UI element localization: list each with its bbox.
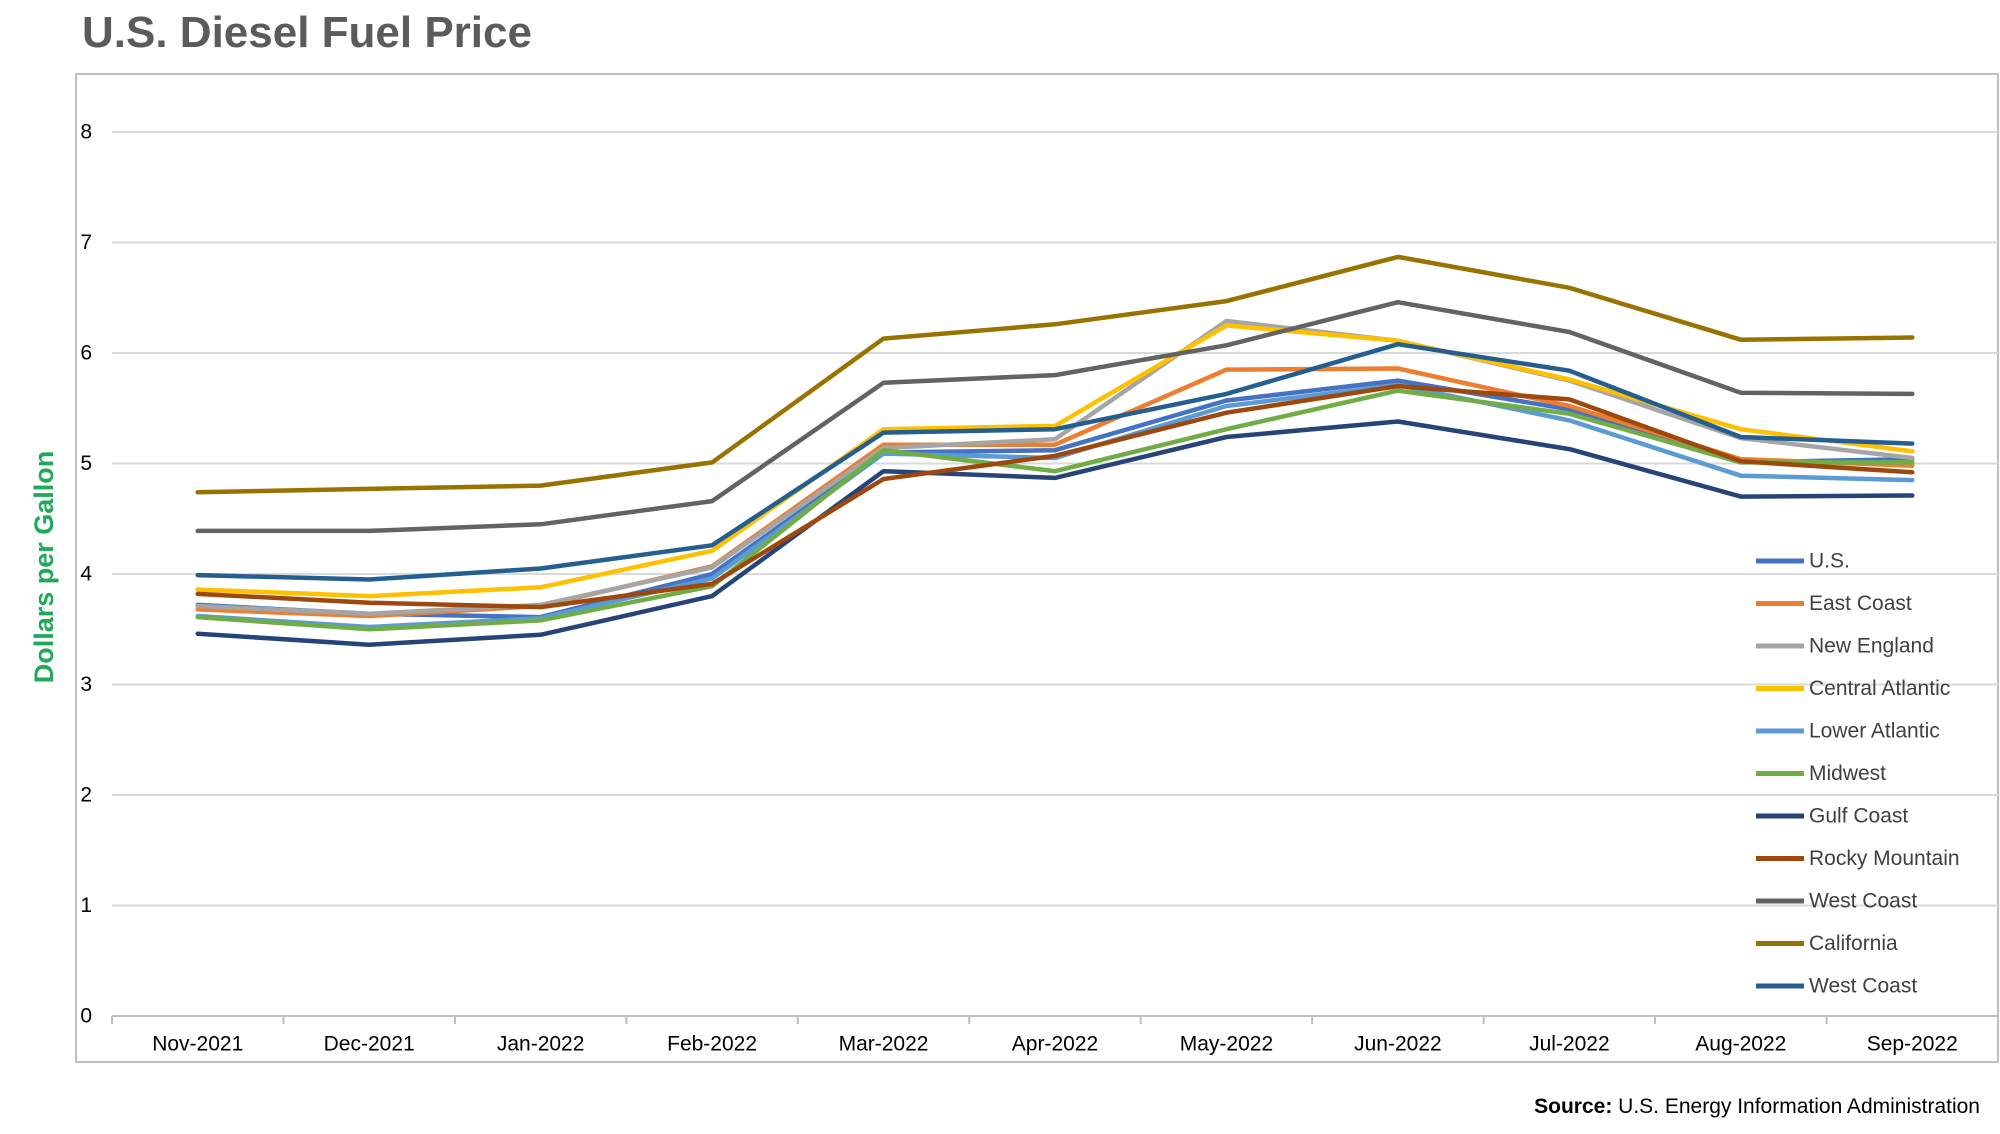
series-line-5 <box>195 388 1915 632</box>
series-line-8 <box>195 299 1915 534</box>
legend-label: New England <box>1809 635 1934 658</box>
x-tick-label: Jun-2022 <box>1354 1033 1442 1056</box>
y-axis-label: Dollars per Gallon <box>29 451 59 684</box>
x-axis-ticks: Nov-2021 Dec-2021 Jan-2022 Feb-2022 Mar-2022… <box>111 1016 1999 1056</box>
y-tick-label: 1 <box>80 894 92 917</box>
legend-label: California <box>1809 932 1898 955</box>
series-layer <box>195 254 1915 647</box>
source-label: Source: <box>1534 1095 1613 1118</box>
series-line-3 <box>195 323 1915 599</box>
series-line-7 <box>195 383 1915 610</box>
x-tick-label: May-2022 <box>1180 1033 1273 1056</box>
x-tick-label: Jul-2022 <box>1529 1033 1610 1056</box>
legend-label: West Coast <box>1809 890 1917 913</box>
x-tick-label: Aug-2022 <box>1695 1033 1786 1056</box>
source-note: Source: U.S. Energy Information Administ… <box>1534 1095 1980 1119</box>
series-line-0 <box>195 378 1915 620</box>
legend-label: West Coast <box>1809 975 1917 998</box>
series-line-9 <box>195 254 1915 495</box>
x-tick-label: Jan-2022 <box>497 1033 585 1056</box>
legend-label: Midwest <box>1809 762 1886 785</box>
y-tick-label: 0 <box>80 1005 92 1028</box>
legend-label: U.S. <box>1809 550 1850 573</box>
y-tick-label: 3 <box>80 673 92 696</box>
series-line-6 <box>195 419 1915 647</box>
legend-label: East Coast <box>1809 592 1912 615</box>
y-tick-label: 5 <box>80 452 92 475</box>
legend-label: Rocky Mountain <box>1809 847 1960 870</box>
gridlines <box>112 131 1998 907</box>
x-tick-label: Nov-2021 <box>152 1033 243 1056</box>
x-tick-label: Sep-2022 <box>1867 1033 1958 1056</box>
legend: U.S. East Coast New England Central Atlanti… <box>1756 550 1960 998</box>
chart-title: U.S. Diesel Fuel Price <box>82 8 532 57</box>
y-tick-label: 6 <box>80 342 92 365</box>
source-text: U.S. Energy Information Administration <box>1618 1095 1980 1118</box>
legend-label: Central Atlantic <box>1809 677 1950 700</box>
x-tick-label: Apr-2022 <box>1012 1033 1098 1056</box>
legend-label: Lower Atlantic <box>1809 720 1940 743</box>
y-tick-label: 8 <box>80 121 92 144</box>
y-tick-label: 7 <box>80 231 92 254</box>
series-line-2 <box>195 318 1915 617</box>
x-tick-label: Feb-2022 <box>667 1033 757 1056</box>
y-axis-ticks: 0 1 2 3 4 5 6 7 8 <box>80 121 92 1028</box>
y-tick-label: 4 <box>80 563 92 586</box>
x-tick-label: Mar-2022 <box>839 1033 929 1056</box>
plot-frame <box>75 73 1999 1063</box>
x-tick-label: Dec-2021 <box>324 1033 415 1056</box>
series-line-10 <box>195 341 1915 582</box>
legend-label: Gulf Coast <box>1809 805 1908 828</box>
y-tick-label: 2 <box>80 784 92 807</box>
